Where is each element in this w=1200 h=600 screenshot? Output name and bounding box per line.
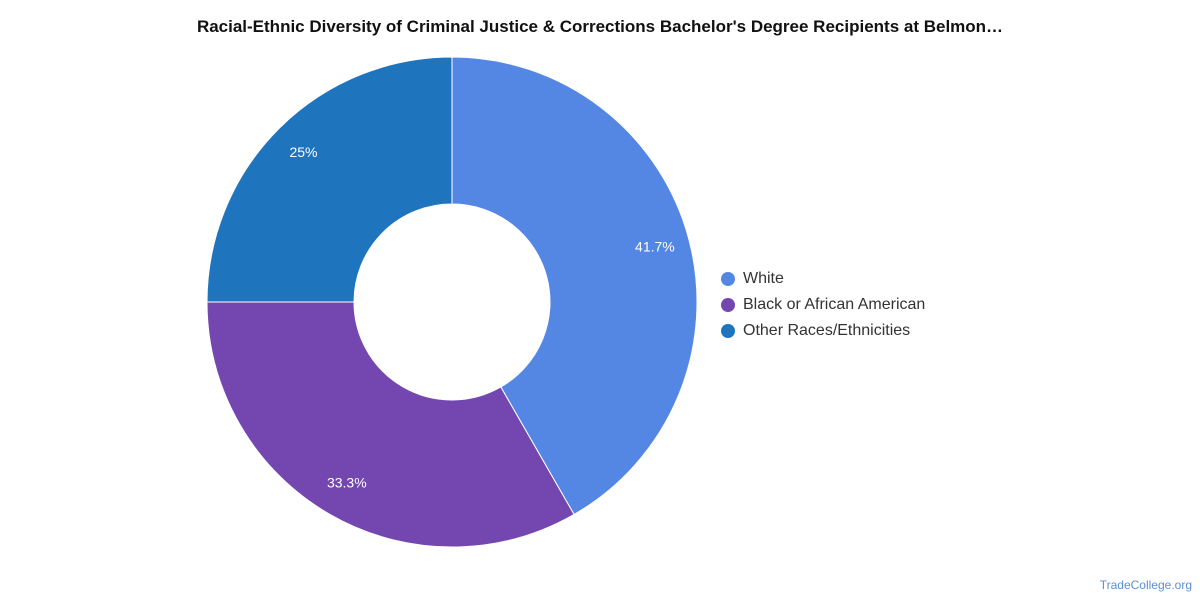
chart-title: Racial-Ethnic Diversity of Criminal Just… [196, 17, 1004, 36]
source-credit[interactable]: TradeCollege.org [1099, 578, 1192, 592]
legend-swatch-icon [721, 324, 735, 338]
legend-item-0[interactable]: White [721, 266, 925, 292]
legend-item-1[interactable]: Black or African American [721, 292, 925, 318]
legend-label: Other Races/Ethnicities [743, 322, 911, 339]
legend-label: White [743, 270, 784, 287]
pie-slice-1[interactable] [206, 301, 575, 548]
legend-swatch-icon [721, 298, 735, 312]
legend-swatch-icon [721, 272, 735, 286]
slice-value-label-0: 41.7% [635, 239, 675, 255]
legend-label: Black or African American [743, 296, 926, 313]
pie-slice-2[interactable] [206, 56, 453, 303]
legend: White Black or African American Other Race… [721, 266, 925, 344]
slice-value-label-2: 25% [289, 144, 317, 160]
legend-item-2[interactable]: Other Races/Ethnicities [721, 318, 925, 344]
slice-value-label-1: 33.3% [327, 474, 367, 490]
pie-slice-0[interactable] [451, 56, 698, 516]
